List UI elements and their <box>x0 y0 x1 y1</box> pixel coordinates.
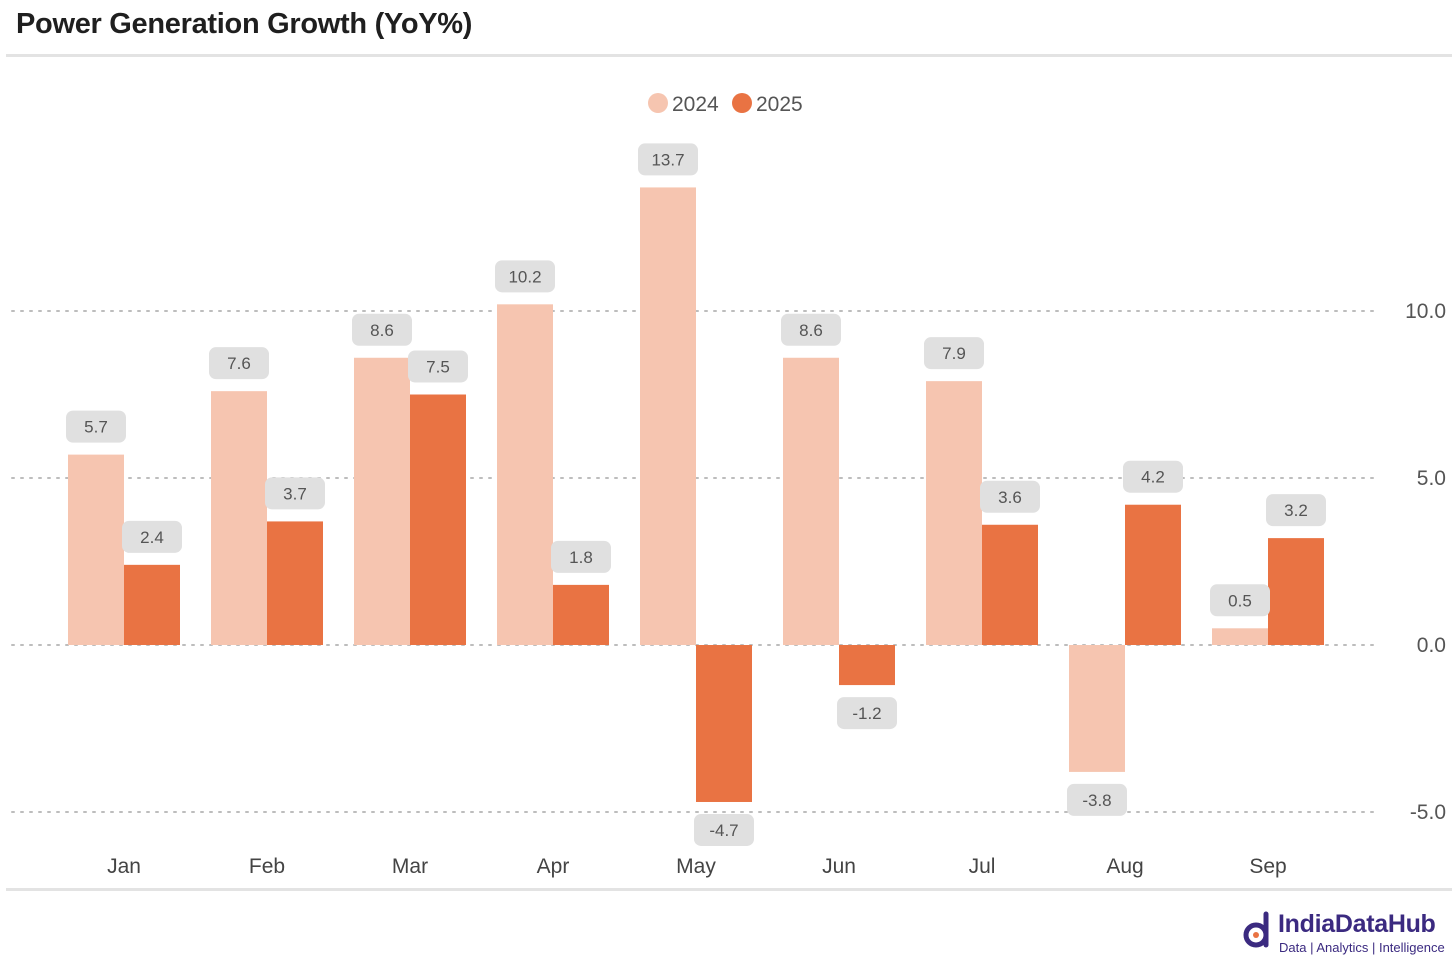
bar-2024-apr <box>497 304 553 645</box>
bar-2024-jun <box>783 357 839 645</box>
bar-2025-may <box>696 645 752 802</box>
y-tick-label: -5.0 <box>1410 801 1446 824</box>
data-label-box <box>1210 584 1270 617</box>
data-label: 0.5 <box>1228 591 1252 610</box>
data-label: 3.7 <box>283 484 307 503</box>
x-tick-label: Jan <box>107 855 141 878</box>
x-tick-label: Jul <box>969 855 996 878</box>
data-label: 7.9 <box>942 344 966 363</box>
data-label: 1.8 <box>569 548 593 567</box>
bar-2024-aug <box>1069 645 1125 772</box>
bar-2025-sep <box>1268 538 1324 645</box>
legend-marker-2025 <box>732 93 752 113</box>
data-label-box <box>352 313 412 346</box>
bar-2025-jun <box>839 645 895 686</box>
data-label-box <box>408 350 468 383</box>
bar-2025-mar <box>410 394 466 645</box>
bar-2024-sep <box>1212 628 1268 645</box>
data-label-box <box>1123 460 1183 493</box>
data-label-box <box>66 410 126 443</box>
x-tick-label: May <box>676 855 716 878</box>
x-tick-label: Aug <box>1106 855 1143 878</box>
y-tick-label: 5.0 <box>1417 467 1446 490</box>
x-tick-label: Feb <box>249 855 285 878</box>
data-label-box <box>495 260 555 293</box>
legend-label-2024: 2024 <box>672 93 719 116</box>
x-tick-label: Jun <box>822 855 856 878</box>
bar-2025-jul <box>982 524 1038 645</box>
bar-2025-jan <box>124 564 180 645</box>
bar-2025-apr <box>553 584 609 645</box>
axes: 10.0 5.0 0.0 -5.0 Jan Feb Mar Apr May Jun Jul Aug Se… <box>107 300 1446 878</box>
footer-divider <box>6 888 1452 891</box>
data-label-box <box>638 143 698 176</box>
bar-2024-jul <box>926 381 982 645</box>
bar-2024-may <box>640 187 696 646</box>
bar-2025-feb <box>267 521 323 645</box>
brand-logo-icon <box>1243 911 1269 948</box>
data-label: 13.7 <box>651 150 684 169</box>
x-tick-label: Sep <box>1249 855 1286 878</box>
x-tick-label: Mar <box>392 855 428 878</box>
legend-label-2025: 2025 <box>756 93 803 116</box>
data-labels: 5.7 2.4 7.6 3.7 8.6 7.5 10.2 1.8 13.7 -4.7 8.6 -1.2… <box>66 143 1326 846</box>
data-label: 7.6 <box>227 354 251 373</box>
data-label-box <box>781 313 841 346</box>
brand-tagline: Data | Analytics | Intelligence <box>1279 940 1445 955</box>
brand-name: IndiaDataHub <box>1278 910 1436 938</box>
data-label-box <box>980 480 1040 513</box>
bar-2024-feb <box>211 391 267 645</box>
data-label: -1.2 <box>852 704 881 723</box>
data-label: 3.2 <box>1284 501 1308 520</box>
data-label: 10.2 <box>508 267 541 286</box>
data-label: 8.6 <box>799 321 823 340</box>
data-label-box <box>1266 494 1326 527</box>
data-label-box <box>265 477 325 510</box>
data-label: 7.5 <box>426 358 450 377</box>
chart-title: Power Generation Growth (YoY%) <box>16 8 473 40</box>
data-label: 4.2 <box>1141 468 1165 487</box>
data-label: 5.7 <box>84 418 108 437</box>
data-label-box <box>837 697 897 730</box>
bars <box>68 187 1324 802</box>
x-tick-label: Apr <box>537 855 570 878</box>
legend-marker-2024 <box>648 93 668 113</box>
data-label-box <box>209 347 269 380</box>
data-label: 2.4 <box>140 528 164 547</box>
legend: 2024 2025 <box>648 93 803 116</box>
data-label-box <box>924 337 984 370</box>
y-tick-label: 10.0 <box>1405 300 1446 323</box>
data-label: -3.8 <box>1082 791 1111 810</box>
y-tick-label: 0.0 <box>1417 634 1446 657</box>
brand-logo: IndiaDataHub Data | Analytics | Intellig… <box>1242 906 1452 962</box>
data-label-box <box>1067 783 1127 816</box>
bar-2024-mar <box>354 357 410 645</box>
data-label-box <box>122 520 182 553</box>
data-label: 8.6 <box>370 321 394 340</box>
title-divider <box>6 54 1452 57</box>
data-label-box <box>694 813 754 846</box>
data-label-box <box>551 540 611 573</box>
bar-2024-jan <box>68 454 124 645</box>
data-label: 3.6 <box>998 488 1022 507</box>
bar-2025-aug <box>1125 504 1181 645</box>
data-label: -4.7 <box>709 821 738 840</box>
